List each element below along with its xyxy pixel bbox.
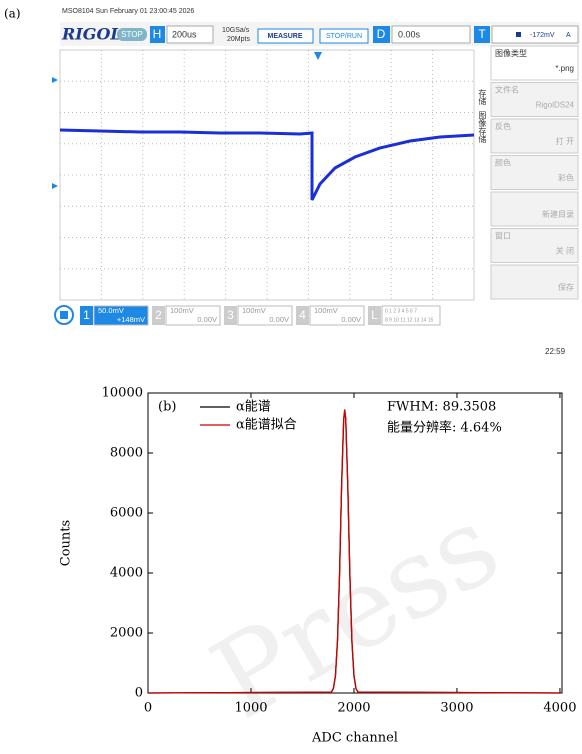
channel-scale: 100mV bbox=[242, 306, 266, 315]
annotation: FWHM: 89.3508 bbox=[387, 400, 496, 415]
menu-item[interactable] bbox=[490, 228, 579, 263]
scope-header: MSO8104 Sun February 01 23:00:45 2026 bbox=[62, 8, 194, 15]
waveform bbox=[59, 128, 475, 201]
trigger-box[interactable] bbox=[491, 25, 579, 44]
channel-num-box[interactable] bbox=[224, 306, 237, 325]
y-tick-label: 0 bbox=[135, 686, 143, 701]
y-axis-label: Counts bbox=[59, 520, 74, 566]
menu-value: 保存 bbox=[558, 282, 574, 292]
trigger-pos-marker bbox=[314, 52, 322, 60]
delay-box[interactable] bbox=[391, 25, 471, 44]
x-tick-label: 2000 bbox=[337, 701, 370, 716]
measure-btn[interactable] bbox=[257, 28, 314, 44]
channel-box[interactable] bbox=[165, 305, 221, 326]
legend-label: α能谱拟合 bbox=[236, 418, 297, 433]
timebase-box[interactable] bbox=[166, 25, 214, 44]
y-tick-label: 4000 bbox=[110, 566, 143, 581]
channel-box[interactable] bbox=[237, 305, 293, 326]
depth: 20Mpts bbox=[227, 36, 250, 43]
ch1-marker bbox=[52, 77, 58, 83]
measure: MEASURE bbox=[267, 33, 302, 40]
stop-badge bbox=[117, 28, 147, 41]
x-tick-label: 1000 bbox=[234, 701, 267, 716]
menu-value: 新建目录 bbox=[542, 209, 574, 219]
y-tick-label: 2000 bbox=[110, 626, 143, 641]
t-icon bbox=[474, 26, 490, 43]
logic-num: L bbox=[371, 308, 378, 322]
trig-src bbox=[516, 32, 521, 37]
menu-value: 打 开 bbox=[556, 136, 574, 146]
logic-row: 0 1 2 3 4 5 6 7 bbox=[385, 308, 417, 314]
rate: 10GSa/s bbox=[222, 27, 250, 34]
x-tick-label: 4000 bbox=[543, 701, 576, 716]
d-icon bbox=[373, 26, 390, 43]
menu-value: RigolDS24 bbox=[536, 101, 575, 110]
logic-num-box[interactable] bbox=[368, 306, 381, 325]
delay: 0.00s bbox=[398, 29, 421, 39]
channel-scale: 100mV bbox=[314, 306, 338, 315]
menu-label: 反色 bbox=[495, 121, 511, 131]
x-tick-label: 0 bbox=[144, 701, 152, 716]
menu-item[interactable] bbox=[490, 118, 579, 154]
menu-item[interactable] bbox=[490, 82, 579, 117]
h-icon bbox=[150, 26, 165, 43]
menu-value: 彩色 bbox=[558, 173, 574, 183]
series-line bbox=[147, 409, 560, 694]
trig-level: -172mV bbox=[530, 32, 555, 39]
legend-label: α能谱 bbox=[236, 400, 271, 415]
x-tick-label: 3000 bbox=[440, 701, 473, 716]
menu-label: 文件名 bbox=[495, 85, 519, 95]
h-label: H bbox=[153, 27, 162, 41]
menu-value: 关 闭 bbox=[556, 246, 574, 256]
clock: 22:59 bbox=[545, 347, 566, 356]
y-tick-label: 8000 bbox=[110, 446, 143, 461]
annotation: 能量分辨率: 4.64% bbox=[387, 420, 502, 436]
trig-mode: A bbox=[566, 32, 571, 39]
channel-scale: 100mV bbox=[170, 306, 194, 315]
channel-offset: +148mV bbox=[117, 315, 145, 324]
d-label: D bbox=[377, 27, 386, 41]
state: STOP bbox=[121, 30, 143, 39]
channel-num-box[interactable] bbox=[296, 306, 309, 325]
panel-label: (b) bbox=[158, 400, 176, 415]
timebase: 200us bbox=[172, 29, 197, 39]
y-tick-label: 10000 bbox=[102, 386, 143, 401]
channel-num: 3 bbox=[227, 308, 234, 322]
logic-box[interactable] bbox=[381, 305, 441, 326]
menu-label: 颜色 bbox=[495, 158, 511, 168]
side-store: 存储 bbox=[478, 88, 487, 106]
channel-box[interactable] bbox=[309, 305, 365, 326]
stoprun: STOP/RUN bbox=[326, 33, 362, 40]
channel-num-box[interactable] bbox=[152, 306, 165, 325]
channel-offset: 0.00V bbox=[197, 315, 217, 324]
menu-item[interactable] bbox=[490, 191, 579, 227]
channel-box[interactable] bbox=[93, 305, 149, 326]
logic-row: 8 9 10 11 12 13 14 15 bbox=[385, 317, 434, 323]
y-tick-label: 6000 bbox=[110, 506, 143, 521]
menu-item[interactable] bbox=[490, 45, 579, 81]
plot-frame bbox=[147, 392, 563, 694]
channel-num-box[interactable] bbox=[80, 306, 93, 325]
menu-value: *.png bbox=[555, 64, 574, 73]
menu-label: 图像类型 bbox=[495, 48, 527, 58]
channel-offset: 0.00V bbox=[269, 315, 289, 324]
menu-item[interactable] bbox=[490, 155, 579, 190]
panel-label: (a) bbox=[4, 7, 21, 21]
trigger-level-marker bbox=[52, 183, 58, 189]
channel-num: 1 bbox=[83, 308, 90, 322]
stoprun-btn[interactable] bbox=[319, 28, 369, 44]
channel-scale: 50.0mV bbox=[98, 306, 124, 315]
channel-num: 4 bbox=[299, 308, 306, 322]
channel-num: 2 bbox=[155, 308, 162, 322]
t-label: T bbox=[478, 27, 486, 41]
menu-label: 窗口 bbox=[495, 231, 511, 241]
channel-offset: 0.00V bbox=[341, 315, 361, 324]
x-axis-label: ADC channel bbox=[311, 731, 398, 746]
brand: RIGOL bbox=[61, 25, 122, 44]
side-image-store: 图像存储 bbox=[478, 111, 487, 144]
nav-icon bbox=[60, 311, 68, 319]
menu-item[interactable] bbox=[490, 264, 579, 300]
